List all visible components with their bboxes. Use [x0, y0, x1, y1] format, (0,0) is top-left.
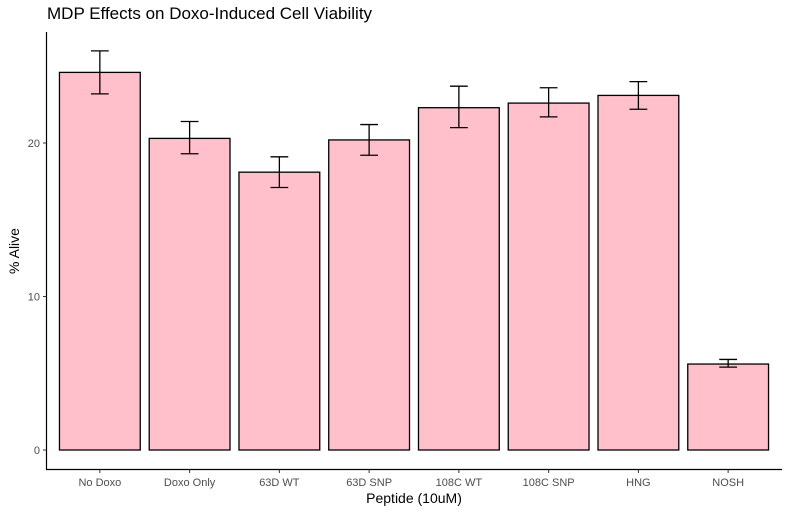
x-tick-label-no-doxo: No Doxo	[78, 477, 121, 489]
y-tick-label-20: 20	[28, 138, 40, 150]
x-tick-label-108c-wt: 108C WT	[436, 477, 483, 489]
x-tick-label-hng: HNG	[626, 477, 650, 489]
y-axis-title: % Alive	[6, 228, 22, 274]
bar-no-doxo	[58, 71, 141, 451]
bar-nosh	[687, 363, 770, 451]
bar-63d-wt	[238, 171, 321, 451]
bar-108c-wt	[417, 107, 500, 451]
bar-doxo-only	[148, 137, 231, 451]
x-tick-label-63d-snp: 63D SNP	[346, 477, 392, 489]
y-ticks-group: 0 10 20	[28, 138, 47, 457]
x-ticks-group: No Doxo Doxo Only 63D WT 63D SNP 108C WT 108C…	[78, 469, 744, 489]
x-tick-label-108c-snp: 108C SNP	[523, 477, 575, 489]
bar-63d-snp	[328, 139, 411, 451]
x-tick-label-63d-wt: 63D WT	[259, 477, 300, 489]
y-tick-label-10: 10	[28, 292, 40, 304]
bars-group	[58, 71, 770, 451]
error-bars-group	[90, 50, 738, 368]
bar-hng	[597, 94, 680, 451]
bar-108c-snp	[507, 102, 590, 451]
chart-title: MDP Effects on Doxo-Induced Cell Viabili…	[47, 4, 373, 23]
x-tick-label-nosh: NOSH	[712, 477, 744, 489]
x-axis-title: Peptide (10uM)	[366, 490, 462, 506]
y-tick-label-0: 0	[34, 445, 40, 457]
x-tick-label-doxo-only: Doxo Only	[164, 477, 216, 489]
